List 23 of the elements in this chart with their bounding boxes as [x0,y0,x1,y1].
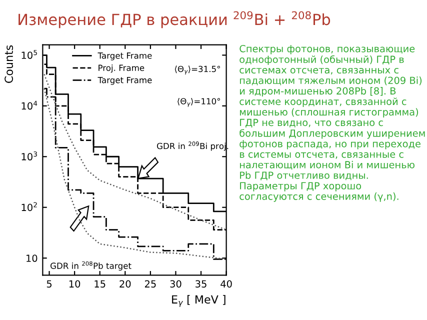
y-tick-label: 10$^{5}$ [22,50,37,59]
x-axis-title: E$_{γ}$ [ MeV ] [172,295,226,307]
x-tick-label: 10 [69,280,80,288]
legend-label: Target Frame [98,52,152,60]
x-tick-label: 5 [46,280,52,288]
y-tick-label: 10$^{2}$ [22,202,37,212]
annotation: GDR in $^{208}$Pb target [50,261,132,271]
y-axis-title: Counts [4,45,14,83]
x-tick-label: 15 [94,280,106,288]
text: Спектры фотонов, показывающие однофотонный (обычный) ГДР в системах отсчета, связанных с падающим тяжелым ионом (209 Bi) и ядром-мишенью 208Pb [8]. В системе координат, связанной с мишенью (сплошная гистограмма) ГДР не видно, что связано с большим Доплеровским уширением фотонов распада, но при переходе в системы отсчета, связанные с налетающим ионом Bi и мишенью Pb ГДР отчетливо видны. Параметры ГДР хорошо согласуются с сечениями (γ,n). [240,44,425,202]
legend-label: Proj. Frame [98,64,144,73]
y-tick-label: 10 [26,254,38,262]
x-tick-label: 30 [170,280,182,288]
y-tick-label: 10$^{4}$ [22,100,38,110]
chart-title: Измерение ГДР в реакции $^{209}$Bi + $^{208}$Pb [18,11,330,28]
legend-label: Target Frame [98,77,152,85]
annotation: ⟨Θ$_{γ}$⟩=110° [178,98,220,107]
x-tick-label: 35 [196,280,206,288]
y-tick-label: 10$^{3}$ [22,151,37,160]
x-tick-label: 25 [144,280,156,288]
x-tick-label: 40 [220,280,232,288]
x-tick-label: 20 [120,280,131,288]
annotation: ⟨Θ$_{γ}$⟩=31.5° [174,66,220,75]
